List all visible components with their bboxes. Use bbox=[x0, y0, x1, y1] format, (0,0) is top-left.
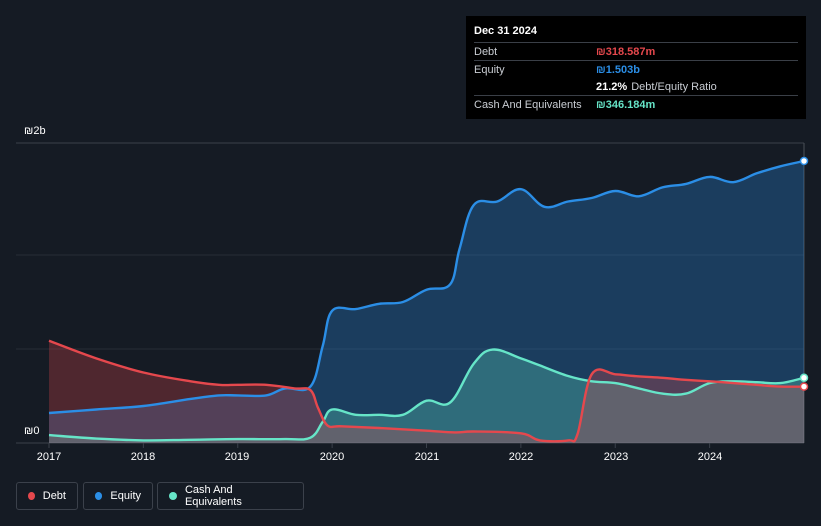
tooltip-equity-value: ₪1.503b bbox=[596, 63, 640, 76]
tooltip-debt-value: ₪318.587m bbox=[596, 45, 656, 58]
legend-item-equity[interactable]: Equity bbox=[83, 482, 153, 510]
tooltip-date: Dec 31 2024 bbox=[474, 25, 537, 37]
tooltip-row-debt: Debt ₪318.587m bbox=[474, 42, 798, 60]
debt-line bbox=[48, 339, 805, 443]
debt-area bbox=[49, 340, 804, 443]
legend-label: Cash And Equivalents bbox=[184, 484, 242, 508]
tooltip-label: Debt bbox=[474, 45, 498, 58]
legend-item-debt[interactable]: Debt bbox=[16, 482, 78, 510]
cash-and-equivalents-area bbox=[49, 349, 804, 443]
cash-color-dot-icon bbox=[169, 492, 177, 500]
equity-line bbox=[48, 159, 805, 415]
tooltip-label: Cash And Equivalents bbox=[474, 98, 582, 111]
equity-end-marker bbox=[799, 156, 809, 166]
tooltip-panel: Dec 31 2024 Debt ₪318.587m Equity ₪1.503… bbox=[466, 16, 806, 119]
x-tick-label: 2018 bbox=[130, 451, 156, 463]
x-tick-label: 2019 bbox=[224, 451, 250, 463]
x-tick-label: 2022 bbox=[508, 451, 534, 463]
equity-color-dot-icon bbox=[95, 492, 103, 500]
debt-color-dot-icon bbox=[28, 492, 35, 500]
tooltip-label: Equity bbox=[474, 63, 505, 76]
legend-item-cash[interactable]: Cash And Equivalents bbox=[157, 482, 304, 510]
cash-and-equivalents-end-marker bbox=[799, 373, 809, 383]
tooltip-ratio-value: 21.2% bbox=[596, 80, 628, 93]
x-tick-label: 2023 bbox=[603, 451, 629, 463]
tooltip-row-ratio: 21.2% Debt/Equity Ratio bbox=[474, 78, 798, 95]
debt-end-marker bbox=[799, 382, 809, 391]
tooltip-cash-value: ₪346.184m bbox=[596, 98, 656, 111]
y-tick-label-zero: ₪0 bbox=[24, 425, 40, 437]
x-tick-label: 2021 bbox=[414, 451, 440, 463]
legend-label: Debt bbox=[42, 490, 66, 502]
x-tick-label: 2024 bbox=[697, 451, 723, 463]
tooltip-ratio-label: Debt/Equity Ratio bbox=[631, 80, 717, 93]
cash-and-equivalents-line bbox=[48, 348, 805, 442]
equity-area bbox=[49, 161, 804, 443]
x-tick-label: 2017 bbox=[36, 451, 62, 463]
tooltip-row-cash: Cash And Equivalents ₪346.184m bbox=[474, 95, 798, 113]
x-tick-label: 2020 bbox=[319, 451, 345, 463]
legend-label: Equity bbox=[110, 490, 141, 502]
tooltip-row-equity: Equity ₪1.503b bbox=[474, 60, 798, 78]
y-tick-label-top: ₪2b bbox=[24, 125, 46, 137]
